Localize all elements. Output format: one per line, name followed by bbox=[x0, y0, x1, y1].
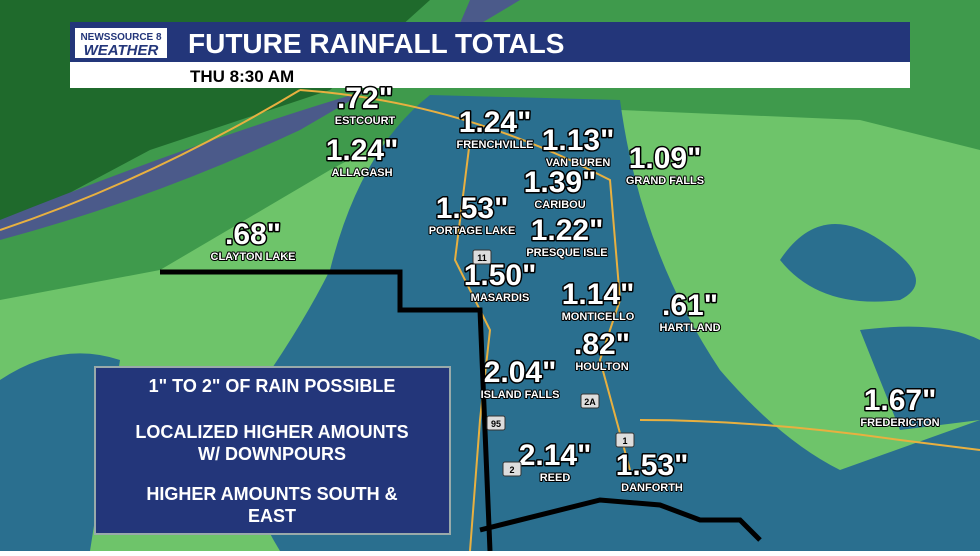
town-name: MASARDIS bbox=[471, 292, 530, 304]
rain-amount: .82" bbox=[574, 328, 630, 361]
rain-heavy bbox=[0, 353, 120, 551]
info-line: HIGHER AMOUNTS SOUTH & bbox=[146, 484, 397, 504]
town-name: ALLAGASH bbox=[331, 167, 392, 179]
rain-amount: .61" bbox=[662, 289, 718, 322]
road-shield bbox=[502, 461, 522, 477]
town-name: FRENCHVILLE bbox=[457, 139, 534, 151]
road-shield bbox=[486, 415, 506, 431]
town-name: GRAND FALLS bbox=[626, 175, 704, 187]
town-name: HOULTON bbox=[575, 361, 628, 373]
road-shield bbox=[472, 249, 492, 265]
rain-amount: 1.53" bbox=[436, 192, 509, 225]
header-title-bar bbox=[70, 22, 910, 62]
info-box bbox=[94, 366, 451, 535]
town-name: ISLAND FALLS bbox=[481, 389, 560, 401]
rain-heavy bbox=[780, 224, 916, 302]
time: THU 8:30 AM bbox=[190, 67, 294, 86]
rain-amount: 1.67" bbox=[864, 384, 937, 417]
info-line: EAST bbox=[248, 506, 296, 526]
shield-number: 2 bbox=[509, 465, 514, 475]
logo-bottom: WEATHER bbox=[84, 42, 159, 59]
rain-amount: 1.09" bbox=[629, 142, 702, 175]
rain-amount: 1.24" bbox=[326, 134, 399, 167]
rain-amount: 1.14" bbox=[562, 278, 635, 311]
info-line: LOCALIZED HIGHER AMOUNTS bbox=[135, 422, 408, 442]
town-name: DANFORTH bbox=[621, 482, 683, 494]
shield-number: 1 bbox=[622, 436, 627, 446]
rain-amount: 1.39" bbox=[524, 166, 597, 199]
town-name: PORTAGE LAKE bbox=[429, 225, 516, 237]
logo-top: NEWSSOURCE 8 bbox=[80, 32, 162, 43]
title: FUTURE RAINFALL TOTALS bbox=[188, 28, 564, 59]
road-shield bbox=[615, 432, 635, 448]
town-name: CARIBOU bbox=[534, 199, 585, 211]
rain-amount: 1.22" bbox=[531, 214, 604, 247]
town-name: HARTLAND bbox=[659, 322, 720, 334]
rain-amount: 1.13" bbox=[542, 124, 615, 157]
borders bbox=[160, 269, 762, 552]
rain-amount: 1.53" bbox=[616, 449, 689, 482]
roads bbox=[0, 89, 980, 552]
rain-amount: 2.14" bbox=[519, 439, 592, 472]
town-name: VAN BUREN bbox=[546, 157, 611, 169]
info-line: W/ DOWNPOURS bbox=[198, 444, 346, 464]
info-line: 1" TO 2" OF RAIN POSSIBLE bbox=[149, 376, 396, 396]
town-name: PRESQUE ISLE bbox=[526, 247, 607, 259]
rain-heavy bbox=[860, 326, 980, 430]
shield-number: 11 bbox=[477, 253, 487, 263]
shield-number: 95 bbox=[491, 419, 501, 429]
town-name: FREDERICTON bbox=[860, 417, 939, 429]
town-name: CLAYTON LAKE bbox=[211, 251, 296, 263]
rain-amount: .68" bbox=[225, 218, 281, 251]
road-shield bbox=[580, 393, 600, 409]
town-name: REED bbox=[540, 472, 571, 484]
rain-amount: 2.04" bbox=[484, 356, 557, 389]
town-name: ESTCOURT bbox=[335, 115, 396, 127]
town-name: MONTICELLO bbox=[562, 311, 635, 323]
rain-amount: 1.24" bbox=[459, 106, 532, 139]
shield-number: 2A bbox=[584, 397, 596, 407]
rain-amount: .72" bbox=[337, 82, 393, 115]
rain-amount: 1.50" bbox=[464, 259, 537, 292]
logo-bg bbox=[75, 28, 167, 58]
